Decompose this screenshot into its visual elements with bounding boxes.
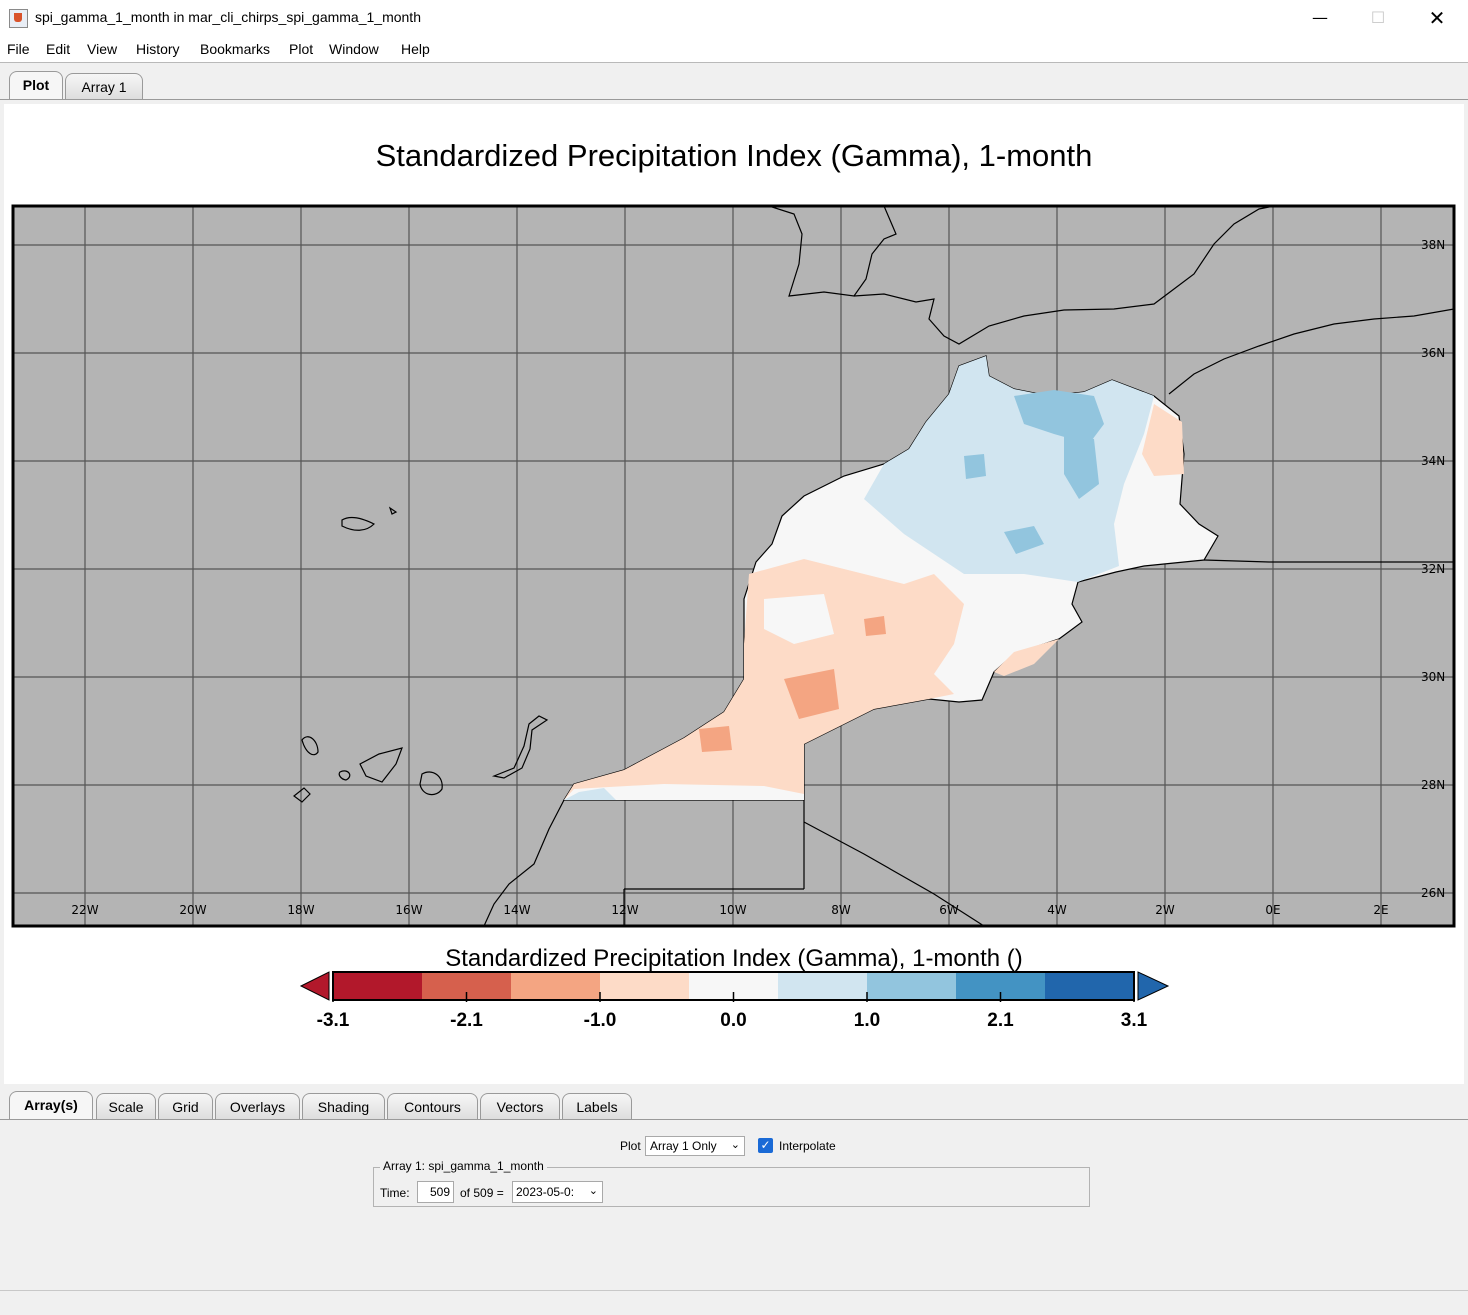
colorbar-swatch — [511, 972, 600, 1000]
chevron-down-icon: ⌄ — [588, 1185, 598, 1197]
array-1-group: Array 1: spi_gamma_1_month Time: 509 of … — [373, 1159, 1090, 1207]
plot-mode-label: Plot — [620, 1139, 641, 1153]
longitude-label: 22W — [71, 903, 98, 917]
menu-view[interactable]: View — [87, 41, 118, 57]
latitude-label: 38N — [1421, 238, 1445, 252]
longitude-label: 20W — [179, 903, 206, 917]
colorbar-tick-label: 2.1 — [987, 1010, 1014, 1031]
time-index-input[interactable]: 509 — [417, 1181, 454, 1203]
latitude-label: 26N — [1421, 886, 1445, 900]
colorbar-underflow-arrow — [299, 971, 330, 1001]
menu-plot[interactable]: Plot — [289, 41, 314, 57]
tab-plot[interactable]: Plot — [9, 71, 63, 99]
tab-overlays[interactable]: Overlays — [215, 1093, 300, 1119]
map-figure: Standardized Precipitation Index (Gamma)… — [11, 138, 1456, 1031]
latitude-label: 28N — [1421, 778, 1445, 792]
view-tabs: Plot Array 1 — [0, 70, 1468, 100]
colorbar-swatch — [867, 972, 956, 1000]
longitude-label: 10W — [719, 903, 746, 917]
colorbar-tick-label: -2.1 — [450, 1010, 483, 1031]
menu-history[interactable]: History — [136, 41, 180, 57]
window-title: spi_gamma_1_month in mar_cli_chirps_spi_… — [35, 9, 421, 25]
longitude-label: 18W — [287, 903, 314, 917]
longitude-label: 8W — [831, 903, 851, 917]
menu-bar: File Edit View History Bookmarks Plot Wi… — [0, 36, 1468, 63]
menu-bookmarks[interactable]: Bookmarks — [200, 41, 271, 57]
interpolate-label: Interpolate — [779, 1139, 836, 1153]
tab-grid[interactable]: Grid — [158, 1093, 213, 1119]
plot-mode-value: Array 1 Only — [650, 1139, 717, 1153]
longitude-labels: 22W 20W 18W 16W 14W 12W 10W 8W 6W 4W 2W 0E 2E — [71, 903, 1388, 917]
tab-scale[interactable]: Scale — [96, 1093, 156, 1119]
maximize-button[interactable]: ☐ — [1370, 8, 1386, 27]
time-date-value: 2023-05-0: — [516, 1185, 575, 1199]
latitude-label: 30N — [1421, 670, 1445, 684]
colorbar — [299, 971, 1170, 1001]
time-label: Time: — [380, 1186, 410, 1200]
latitude-labels: 38N 36N 34N 32N 30N 28N 26N — [1421, 238, 1445, 900]
longitude-label: 4W — [1047, 903, 1067, 917]
menu-help[interactable]: Help — [401, 41, 430, 57]
settings-tabs: Array(s) Scale Grid Overlays Shading Con… — [0, 1091, 1468, 1120]
colorbar-swatch — [778, 972, 867, 1000]
colorbar-tick-label: -3.1 — [317, 1010, 350, 1031]
plot-title: Standardized Precipitation Index (Gamma)… — [376, 138, 1093, 173]
menu-edit[interactable]: Edit — [46, 41, 71, 57]
time-date-select[interactable]: 2023-05-0: ⌄ — [512, 1181, 603, 1203]
menu-file[interactable]: File — [7, 41, 30, 57]
colorbar-tick-label: 1.0 — [854, 1010, 880, 1031]
menu-window[interactable]: Window — [329, 41, 379, 57]
close-button[interactable]: ✕ — [1428, 6, 1446, 30]
longitude-label: 12W — [611, 903, 638, 917]
time-count-text: of 509 = — [460, 1186, 504, 1200]
minimize-button[interactable]: — — [1312, 8, 1328, 27]
tab-vectors[interactable]: Vectors — [480, 1093, 560, 1119]
colorbar-swatch — [600, 972, 689, 1000]
coastlines — [293, 206, 1454, 926]
plot-panel: Standardized Precipitation Index (Gamma)… — [4, 104, 1464, 1084]
tab-labels[interactable]: Labels — [562, 1093, 632, 1119]
colorbar-overflow-arrow — [1137, 971, 1170, 1001]
tab-array-1[interactable]: Array 1 — [65, 73, 143, 99]
array-group-title: Array 1: spi_gamma_1_month — [380, 1159, 547, 1173]
java-cup-icon — [9, 9, 28, 28]
longitude-label: 2E — [1373, 903, 1388, 917]
latitude-label: 32N — [1421, 562, 1445, 576]
latitude-label: 34N — [1421, 454, 1445, 468]
chevron-down-icon: ⌄ — [730, 1139, 740, 1151]
colorbar-title: Standardized Precipitation Index (Gamma)… — [445, 945, 1023, 972]
tab-contours[interactable]: Contours — [387, 1093, 478, 1119]
colorbar-tick-label: -1.0 — [584, 1010, 617, 1031]
colorbar-swatch — [333, 972, 422, 1000]
tab-shading[interactable]: Shading — [302, 1093, 385, 1119]
colorbar-tick-label: 0.0 — [720, 1010, 746, 1031]
latitude-label: 36N — [1421, 346, 1445, 360]
tab-arrays[interactable]: Array(s) — [9, 1091, 93, 1119]
status-bar — [0, 1290, 1468, 1315]
longitude-label: 16W — [395, 903, 422, 917]
colorbar-tick-labels: -3.1 -2.1 -1.0 0.0 1.0 2.1 3.1 — [317, 992, 1148, 1031]
morocco-spi-field — [562, 355, 1219, 801]
colorbar-swatch — [1045, 972, 1134, 1000]
map-frame — [11, 204, 1456, 928]
interpolate-checkbox[interactable]: ✓ — [758, 1138, 773, 1153]
title-bar: spi_gamma_1_month in mar_cli_chirps_spi_… — [0, 0, 1468, 36]
longitude-label: 14W — [503, 903, 530, 917]
colorbar-tick-label: 3.1 — [1121, 1010, 1148, 1031]
longitude-label: 0E — [1265, 903, 1280, 917]
longitude-label: 6W — [939, 903, 959, 917]
plot-mode-select[interactable]: Array 1 Only ⌄ — [645, 1136, 745, 1156]
longitude-label: 2W — [1155, 903, 1175, 917]
